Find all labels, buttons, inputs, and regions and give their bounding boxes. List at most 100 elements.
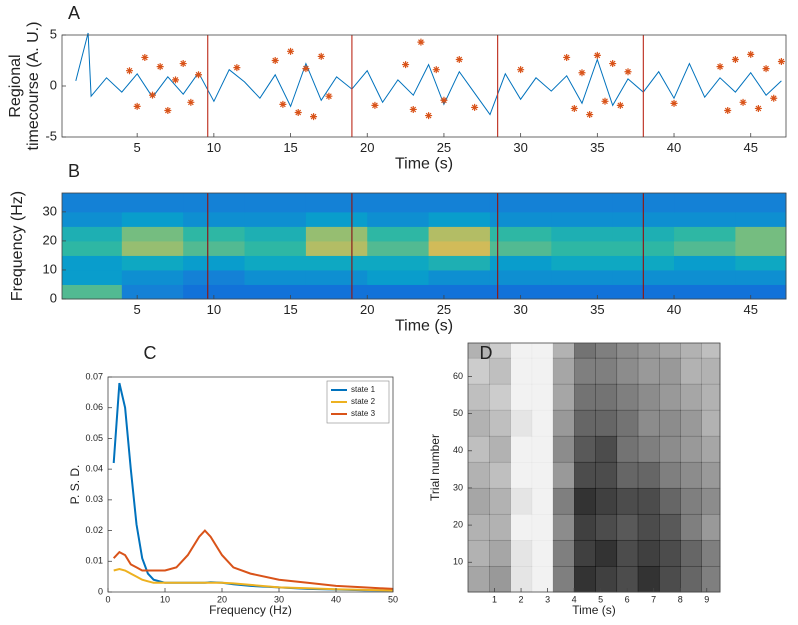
raster-cell: [574, 343, 596, 359]
heatmap-cell: [62, 255, 123, 271]
raster-cell: [468, 343, 490, 359]
raster-cell: [616, 539, 639, 567]
y-tick-label: 20: [43, 232, 57, 247]
raster-cell: [552, 343, 575, 359]
raster-cell: [701, 357, 721, 385]
heatmap-cell: [121, 240, 184, 256]
raster-cell: [574, 383, 596, 411]
raster-cell: [701, 461, 721, 489]
heatmap-cell: [735, 269, 787, 285]
heatmap-cell: [244, 284, 307, 300]
raster-cell: [489, 435, 511, 463]
raster-cell: [595, 513, 618, 541]
raster-cell: [468, 539, 490, 567]
asterisk-marker: [149, 91, 156, 99]
x-tick-label: 35: [590, 140, 604, 155]
heatmap-cell: [428, 240, 491, 256]
panel-label: C: [144, 343, 157, 363]
y-tick-label: 0.05: [85, 433, 103, 443]
asterisk-marker: [601, 97, 609, 105]
heatmap-cell: [244, 211, 307, 227]
heatmap-cell: [674, 211, 736, 227]
y-tick-label: 30: [453, 482, 463, 492]
asterisk-marker: [317, 52, 325, 60]
asterisk-marker: [762, 65, 770, 73]
asterisk-marker: [125, 67, 133, 75]
y-tick-label: 10: [43, 261, 57, 276]
y-tick-label: 50: [453, 408, 463, 418]
raster-cell: [510, 435, 533, 463]
x-tick-label: 2: [519, 594, 524, 604]
raster-cell: [510, 565, 533, 593]
psd-line: [112, 529, 394, 590]
raster-cell: [531, 383, 554, 411]
x-tick-label: 40: [667, 140, 681, 155]
asterisk-marker: [731, 55, 739, 63]
x-axis-label: Time (s): [395, 318, 453, 335]
raster-cell: [468, 383, 490, 411]
heatmap-cell: [305, 284, 368, 300]
legend-label: state 3: [351, 409, 376, 418]
raster-cell: [510, 487, 533, 515]
x-axis-label: Frequency (Hz): [209, 603, 292, 617]
raster-cell: [701, 513, 721, 541]
raster-cell: [552, 357, 575, 385]
raster-cell: [680, 409, 702, 437]
raster-cell: [468, 487, 490, 515]
heatmap-cell: [674, 193, 736, 213]
x-axis-label: Time (s): [395, 156, 453, 173]
asterisk-marker: [133, 102, 141, 110]
raster-cell: [637, 409, 660, 437]
x-tick-label: 10: [207, 140, 221, 155]
asterisk-marker: [570, 104, 578, 112]
x-tick-label: 10: [207, 302, 221, 317]
heatmap-cell: [244, 269, 307, 285]
raster-cell: [637, 539, 660, 567]
heatmap-cell: [489, 255, 552, 271]
asterisk-marker: [141, 53, 149, 61]
heatmap-cell: [367, 211, 430, 227]
asterisk-marker: [670, 99, 678, 107]
raster-cell: [510, 539, 533, 567]
heatmap-cell: [244, 226, 307, 242]
heatmap-cell: [183, 226, 246, 242]
heatmap-cell: [674, 240, 736, 256]
heatmap-cell: [121, 193, 184, 213]
asterisk-marker: [164, 106, 172, 114]
timecourse-line: [75, 32, 782, 116]
raster-cell: [468, 435, 490, 463]
heatmap-cell: [121, 255, 184, 271]
raster-cell: [552, 513, 575, 541]
raster-cell: [680, 513, 702, 541]
x-tick-label: 20: [217, 594, 227, 604]
raster-cell: [595, 409, 618, 437]
raster-cell: [489, 409, 511, 437]
x-tick-label: 1: [492, 594, 497, 604]
heatmap-cell: [428, 211, 491, 227]
raster-cell: [531, 343, 554, 359]
asterisk-marker: [279, 100, 287, 108]
axes-frame: [61, 192, 787, 300]
asterisk-marker: [417, 38, 425, 46]
heatmap-cell: [428, 193, 491, 213]
asterisk-marker: [425, 112, 433, 120]
panel: 5 10 15 20 25 30 35 40 45 0 10 20 30 Time (s) Frequenc…: [9, 161, 787, 335]
heatmap-cell: [121, 226, 184, 242]
raster-cell: [489, 487, 511, 515]
asterisk-marker: [777, 58, 785, 66]
y-tick-label: 30: [43, 203, 57, 218]
heatmap-cell: [62, 211, 123, 227]
raster-cell: [701, 409, 721, 437]
raster-cell: [489, 565, 511, 593]
raster-cell: [510, 383, 533, 411]
raster-cell: [680, 357, 702, 385]
raster-cell: [680, 539, 702, 567]
legend-label: state 2: [351, 397, 376, 406]
raster-cell: [489, 461, 511, 489]
y-axis-label-line: timecourse (A. U.): [25, 22, 42, 151]
heatmap-cell: [244, 240, 307, 256]
x-tick-label: 5: [134, 140, 141, 155]
asterisk-marker: [172, 76, 180, 84]
heatmap-cell: [183, 240, 246, 256]
